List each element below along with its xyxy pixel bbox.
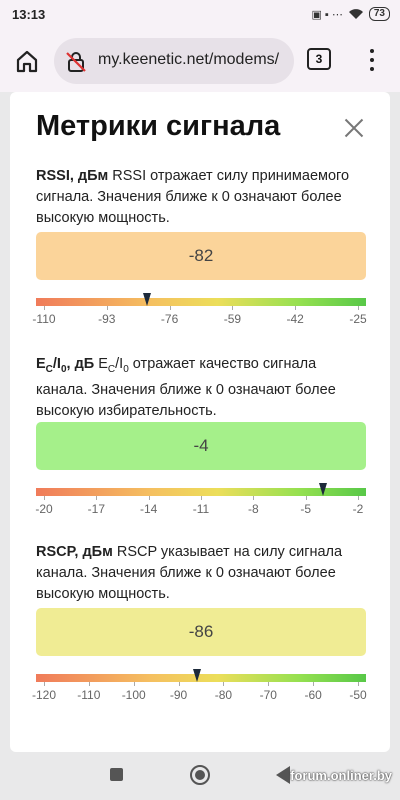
status-bar: 13:13 ▣ ▪ ⋯ 73 — [0, 0, 400, 32]
scale-label: -2 — [352, 502, 364, 516]
scale-tick — [169, 306, 171, 310]
scale-label: -42 — [286, 312, 304, 326]
dialog-title: Метрики сигнала — [36, 110, 281, 142]
metric-description: EC/I0, дБ EC/I0 отражает качество сигнал… — [36, 356, 336, 419]
tabs-button[interactable]: 3 — [307, 48, 331, 70]
scale-tick — [88, 682, 90, 686]
scale-tick — [305, 496, 307, 500]
home-nav-button[interactable] — [190, 765, 210, 785]
metric-name: RSCP, дБм — [36, 544, 113, 560]
scale-label: -20 — [35, 502, 53, 516]
menu-button[interactable] — [360, 46, 384, 74]
scale-tick — [44, 682, 45, 686]
scale-label: -59 — [223, 312, 242, 326]
scale-label: -17 — [87, 502, 105, 516]
scale-marker-icon — [192, 669, 201, 682]
scale-tick — [232, 306, 234, 310]
scale-label: -110 — [32, 312, 56, 326]
url-text: my.keenetic.net/modems/ — [98, 51, 280, 68]
back-button[interactable] — [276, 766, 290, 784]
scale-gradient-bar — [36, 674, 366, 682]
scale-tick — [358, 306, 359, 310]
scale-label: -76 — [160, 312, 179, 326]
scale-gradient-bar — [36, 488, 366, 496]
metric-value-box: -86 — [36, 608, 366, 656]
scale-marker-icon — [319, 483, 328, 496]
scale-tick — [106, 306, 108, 310]
scale-tick — [358, 496, 359, 500]
scale-tick — [44, 496, 45, 500]
close-icon[interactable] — [344, 118, 364, 138]
scale-ticks — [36, 682, 366, 686]
metric-text: RSSI отражает силу принимаемого сигнала.… — [36, 168, 350, 226]
scale-tick — [253, 496, 255, 500]
home-button[interactable] — [12, 46, 42, 76]
metric-description: RSCP, дБм RSCP указывает на силу сигнала… — [36, 542, 366, 605]
scale-tick — [178, 682, 180, 686]
scale-label: -50 — [349, 688, 367, 702]
recents-button[interactable] — [110, 768, 123, 781]
metric-rscp: RSCP, дБм RSCP указывает на силу сигнала… — [32, 542, 367, 712]
scale-tick — [295, 306, 297, 310]
metric-text: RSCP указывает на силу сигнала канала. З… — [36, 544, 343, 602]
dot-icon — [370, 67, 374, 71]
scale-tick — [223, 682, 225, 686]
scale-label: -70 — [259, 688, 277, 702]
scale-labels: -20 -17 -14 -11 -8 -5 -2 — [35, 502, 366, 516]
scale-labels: -110 -93 -76 -59 -42 -25 — [32, 312, 367, 326]
scale-gradient-bar — [36, 298, 366, 306]
metric-name: RSSI, дБм — [36, 168, 109, 184]
metric-rssi: RSSI, дБм RSSI отражает силу принимаемог… — [32, 166, 367, 326]
scale-ticks — [36, 496, 366, 500]
scale-tick — [201, 496, 202, 500]
home-icon — [16, 50, 38, 73]
scale-label: -100 — [121, 688, 146, 702]
scale-label: -90 — [169, 688, 188, 702]
signal-metrics-dialog: Метрики сигнала RSSI, дБм RSSI отражает … — [10, 92, 390, 752]
metric-description: RSSI, дБм RSSI отражает силу принимаемог… — [36, 166, 366, 229]
status-time: 13:13 — [12, 7, 46, 22]
battery-icon: 73 — [368, 7, 390, 21]
browser-toolbar: my.keenetic.net/modems/ 3 — [0, 32, 400, 92]
status-icons: ▣ ▪ ⋯ 73 — [311, 7, 390, 21]
scale-tick — [96, 496, 98, 500]
metric-value-box: -4 — [36, 422, 366, 470]
scale-label: -80 — [214, 688, 233, 702]
scale-tick — [358, 682, 359, 686]
scale-tick — [148, 496, 150, 500]
scale-marker-icon — [143, 293, 152, 306]
metric-text: отражает качество сигнала канала. Значен… — [36, 356, 336, 419]
scale-label: -60 — [304, 688, 322, 702]
scale-label: -14 — [139, 502, 158, 516]
scale-tick — [313, 682, 315, 686]
scale-label: -110 — [77, 688, 101, 702]
scale-label: -93 — [98, 312, 116, 326]
scale-label: -8 — [247, 502, 259, 516]
wifi-icon — [348, 9, 363, 19]
dot-icon — [370, 49, 374, 53]
system-navigation-bar — [0, 752, 400, 800]
metric-scale: -110 -93 -76 -59 -42 -25 — [32, 290, 367, 326]
metric-scale: -120 -110 -100 -90 -80 -70 -60 -50 — [32, 666, 367, 702]
dot-icon — [370, 58, 374, 62]
insecure-lock-icon[interactable] — [64, 50, 88, 74]
metric-name: EC/I0, дБ — [36, 356, 95, 375]
scale-label: -5 — [300, 502, 311, 516]
metric-value-box: -82 — [36, 232, 366, 280]
metric-ec-io: EC/I0, дБ EC/I0 отражает качество сигнал… — [35, 354, 366, 524]
watermark: forum.onliner.by — [290, 768, 392, 783]
scale-labels: -120 -110 -100 -90 -80 -70 -60 -50 — [32, 688, 367, 702]
scale-tick — [133, 682, 135, 686]
scale-tick — [268, 682, 270, 686]
scale-ticks — [36, 306, 366, 310]
address-bar[interactable]: my.keenetic.net/modems/ — [54, 38, 294, 84]
scale-label: -25 — [349, 312, 367, 326]
metric-scale: -20 -17 -14 -11 -8 -5 -2 — [35, 480, 366, 516]
scale-tick — [44, 306, 45, 310]
scale-label: -11 — [192, 502, 210, 516]
notification-icons: ▣ ▪ ⋯ — [311, 8, 343, 21]
scale-label: -120 — [31, 688, 57, 702]
